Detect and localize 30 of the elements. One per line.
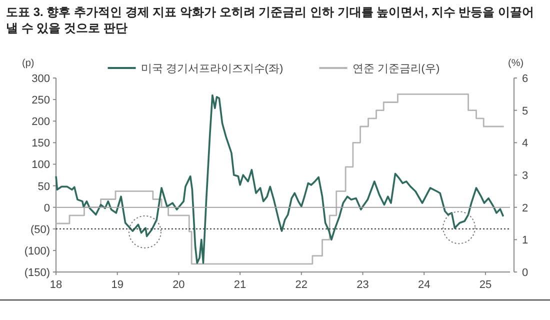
x-tick-label: 25 — [479, 279, 492, 291]
x-tick-label: 21 — [234, 279, 246, 291]
y-tick-label: 150 — [32, 138, 50, 150]
y-tick-label: (100) — [24, 245, 50, 258]
x-tick-label: 18 — [50, 279, 62, 291]
y2-tick-label: 6 — [522, 73, 528, 85]
y-tick-label: 200 — [32, 116, 50, 128]
y-tick-label: 50 — [38, 180, 50, 193]
legend-label: 연준 기준금리(우) — [352, 63, 440, 75]
y2-tick-label: 5 — [522, 105, 528, 118]
y2-axis-title: (%) — [508, 58, 524, 69]
y-axis-title: (p) — [22, 58, 34, 69]
x-tick-label: 24 — [418, 279, 430, 291]
x-tick-label: 19 — [111, 279, 124, 291]
x-tick-label: 22 — [295, 279, 308, 291]
legend-label: 미국 경기서프라이즈지수(좌) — [140, 63, 284, 75]
y2-tick-label: 1 — [522, 234, 528, 247]
chart-title: 도표 3. 향후 추가적인 경제 지표 악화가 오히려 기준금리 인하 기대를 높이면서, 지수 반등을 이끌어 낼 수 있을 것으로 판단 — [6, 4, 536, 36]
x-tick-label: 23 — [356, 279, 369, 291]
y-tick-label: 0 — [44, 202, 50, 214]
y2-tick-label: 2 — [522, 202, 528, 214]
y-tick-label: 100 — [32, 159, 50, 172]
y-tick-label: (50) — [30, 224, 50, 236]
y-tick-label: 250 — [32, 94, 50, 107]
y2-tick-label: 4 — [522, 138, 528, 150]
y-tick-label: 300 — [32, 73, 50, 85]
x-tick-label: 20 — [172, 279, 185, 291]
y2-tick-label: 3 — [522, 170, 528, 182]
y-tick-label: (150) — [24, 267, 50, 279]
y2-tick-label: 0 — [522, 267, 528, 279]
